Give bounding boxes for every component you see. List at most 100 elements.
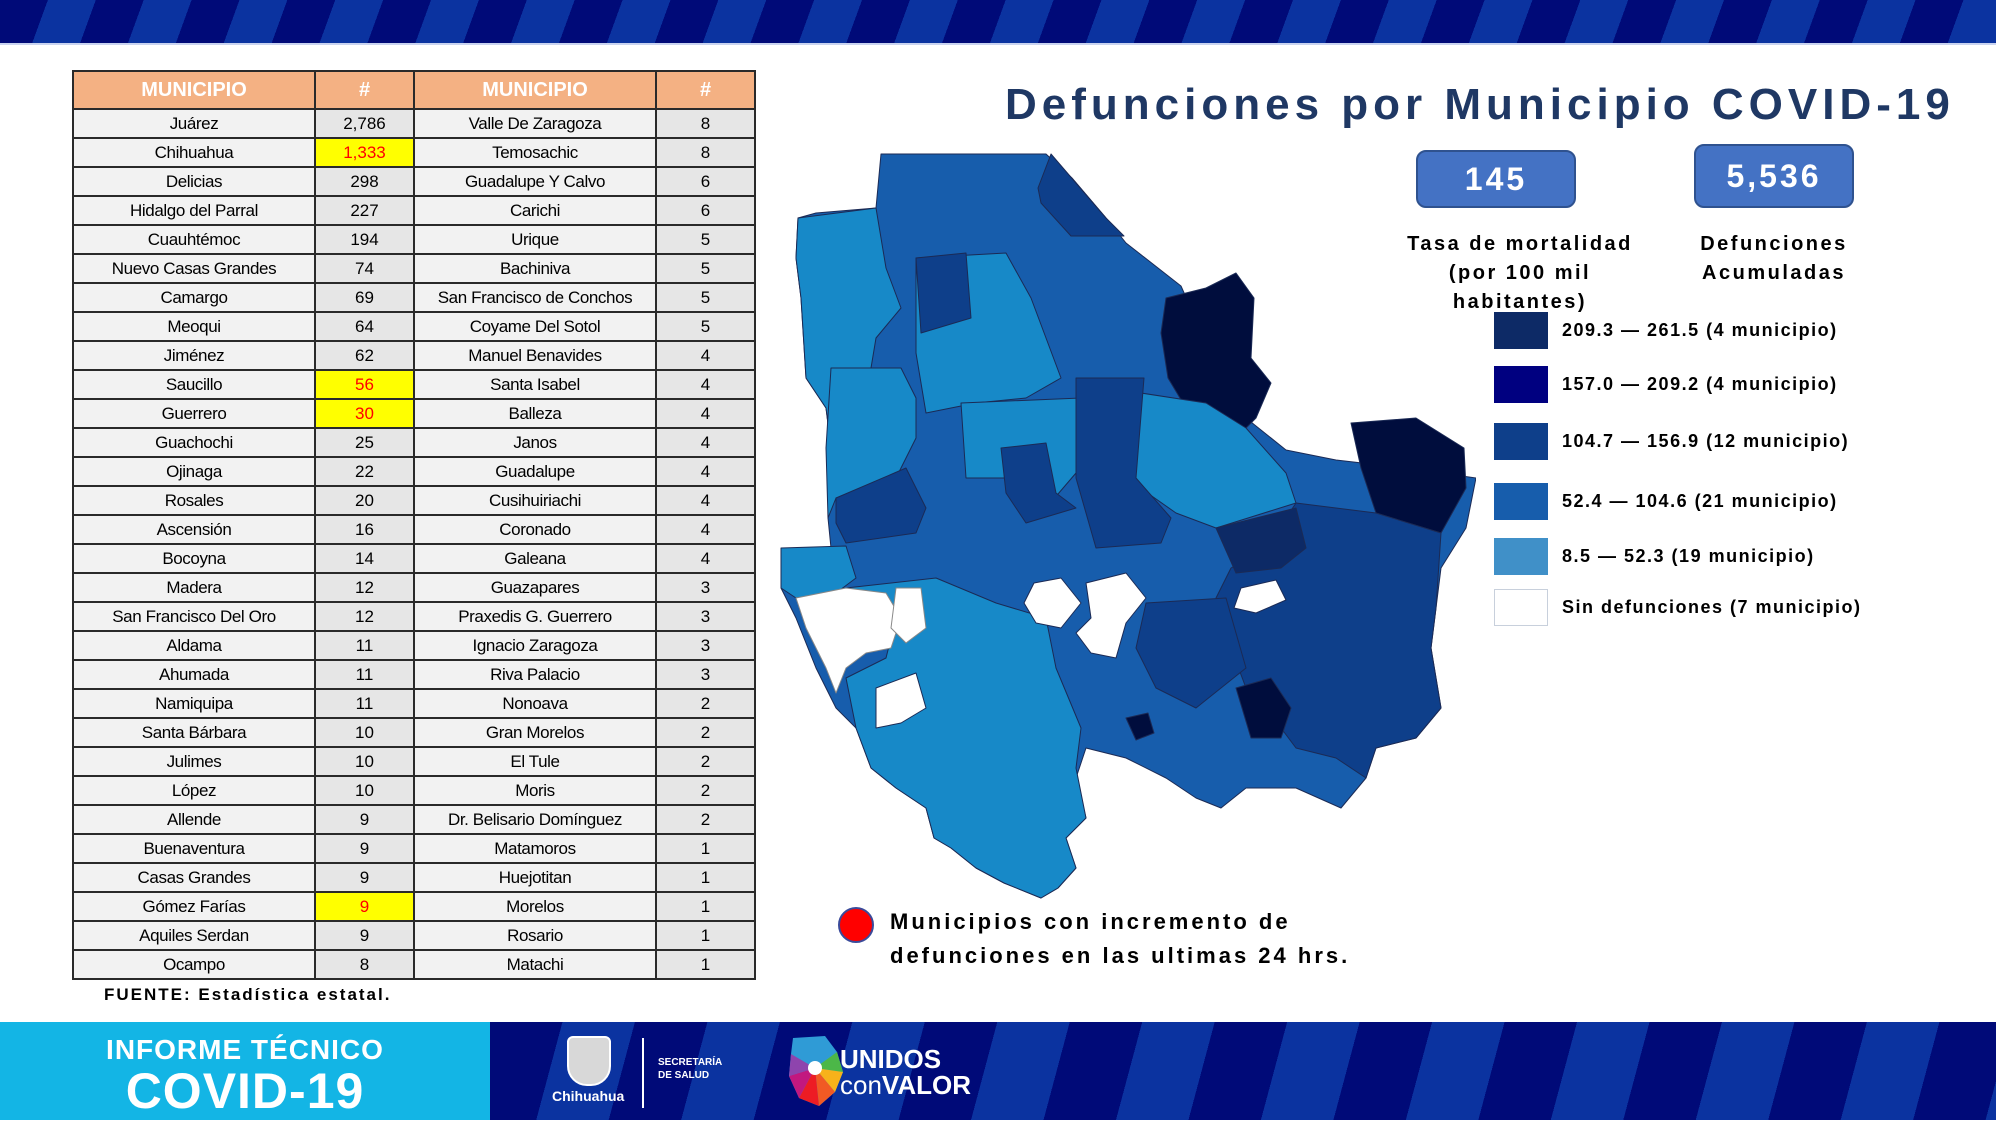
death-count-cell: 2 (655, 717, 756, 748)
municipio-name-cell: Julimes (72, 746, 316, 777)
municipio-name-cell: Santa Isabel (413, 369, 657, 400)
cumulative-deaths-box: 5,536 (1694, 144, 1854, 208)
municipio-name-cell: Bocoyna (72, 543, 316, 574)
death-count-cell: 2 (655, 688, 756, 719)
municipio-name-cell: Madera (72, 572, 316, 603)
state-seal-icon (567, 1036, 611, 1086)
death-count-cell: 8 (655, 108, 756, 139)
slogan-line1: UNIDOS (840, 1044, 942, 1074)
death-count-cell: 69 (314, 282, 415, 313)
header-municipio-1: MUNICIPIO (72, 70, 316, 110)
municipio-name-cell: Gran Morelos (413, 717, 657, 748)
table-row: Juárez 2,786 Valle De Zaragoza 8 (72, 108, 756, 139)
table-row: Camargo 69 San Francisco de Conchos 5 (72, 282, 756, 313)
death-count-cell: 2 (655, 746, 756, 777)
table-row: Aldama 11 Ignacio Zaragoza 3 (72, 630, 756, 661)
municipio-name-cell: Juárez (72, 108, 316, 139)
death-count-cell: 3 (655, 630, 756, 661)
municipio-name-cell: Matamoros (413, 833, 657, 864)
municipio-name-cell: Nonoava (413, 688, 657, 719)
death-count-cell: 1,333 (314, 137, 415, 168)
municipio-name-cell: Carichi (413, 195, 657, 226)
legend-swatch-1 (1494, 312, 1548, 349)
death-count-cell: 9 (314, 862, 415, 893)
municipio-name-cell: Rosales (72, 485, 316, 516)
table-row: Guerrero 30 Balleza 4 (72, 398, 756, 429)
death-count-cell: 4 (655, 543, 756, 574)
municipality-deaths-table: MUNICIPIO # MUNICIPIO # Juárez 2,786 Valle… (72, 70, 756, 980)
municipio-name-cell: Saucillo (72, 369, 316, 400)
table-row: Ahumada 11 Riva Palacio 3 (72, 659, 756, 690)
municipio-name-cell: Ahumada (72, 659, 316, 690)
table-row: Rosales 20 Cusihuiriachi 4 (72, 485, 756, 516)
death-count-cell: 194 (314, 224, 415, 255)
mortality-rate-label: Tasa de mortalidad (por 100 mil habitant… (1380, 230, 1660, 317)
death-count-cell: 16 (314, 514, 415, 545)
death-count-cell: 22 (314, 456, 415, 487)
table-row: Allende 9 Dr. Belisario Domínguez 2 (72, 804, 756, 835)
municipio-name-cell: Cuauhtémoc (72, 224, 316, 255)
death-count-cell: 5 (655, 253, 756, 284)
table-row: San Francisco Del Oro 12 Praxedis G. Guerr… (72, 601, 756, 632)
source-note: FUENTE: Estadística estatal. (104, 985, 392, 1004)
municipio-name-cell: Guadalupe (413, 456, 657, 487)
header-count-1: # (314, 70, 415, 110)
table-row: Casas Grandes 9 Huejotitan 1 (72, 862, 756, 893)
map-region-south-navy (1235, 677, 1292, 739)
death-count-cell: 6 (655, 195, 756, 226)
municipio-name-cell: Valle De Zaragoza (413, 108, 657, 139)
death-count-cell: 2,786 (314, 108, 415, 139)
municipio-name-cell: Santa Bárbara (72, 717, 316, 748)
mortality-rate-box: 145 (1416, 150, 1576, 208)
table-row: Ascensión 16 Coronado 4 (72, 514, 756, 545)
map-region-white-2 (890, 587, 927, 644)
secretaria-line2: DE SALUD (658, 1070, 710, 1081)
municipio-name-cell: Casas Grandes (72, 862, 316, 893)
legend-label-2: 157.0 — 209.2 (4 municipio) (1562, 374, 1838, 394)
map-region-south-navy-2 (1125, 712, 1155, 741)
page-title: Defunciones por Municipio COVID-19 (1005, 80, 1955, 129)
table-row: Julimes 10 El Tule 2 (72, 746, 756, 777)
death-count-cell: 9 (314, 891, 415, 922)
legend-label-5: 8.5 — 52.3 (19 municipio) (1562, 546, 1815, 566)
table-row: Namiquipa 11 Nonoava 2 (72, 688, 756, 719)
death-count-cell: 11 (314, 630, 415, 661)
map-region-east-navy (1160, 272, 1272, 439)
municipio-name-cell: López (72, 775, 316, 806)
death-count-cell: 9 (314, 920, 415, 951)
logo-divider (642, 1038, 644, 1108)
municipio-name-cell: Guerrero (72, 398, 316, 429)
slogan-con: con (840, 1070, 882, 1100)
municipio-name-cell: Namiquipa (72, 688, 316, 719)
map-region-white-1 (795, 587, 902, 694)
map-region-mid-dark-1 (1075, 377, 1172, 549)
map-region-north-dark (1037, 153, 1125, 237)
municipio-name-cell: Nuevo Casas Grandes (72, 253, 316, 284)
death-count-cell: 4 (655, 398, 756, 429)
table-row: Aquiles Serdan 9 Rosario 1 (72, 920, 756, 951)
table-row: Cuauhtémoc 194 Urique 5 (72, 224, 756, 255)
municipio-name-cell: Bachiniva (413, 253, 657, 284)
cumulative-deaths-label: Defunciones Acumuladas (1654, 230, 1894, 288)
death-count-cell: 9 (314, 833, 415, 864)
map-region-far-east-navy (1350, 417, 1467, 534)
cumulative-deaths-label-line2: Acumuladas (1702, 262, 1846, 284)
death-count-cell: 8 (655, 137, 756, 168)
map-region-sw-dark (835, 467, 927, 544)
municipio-name-cell: Chihuahua (72, 137, 316, 168)
legend-swatch-4 (1494, 483, 1548, 520)
increment-note-line1: Municipios con incremento de (890, 909, 1291, 934)
death-count-cell: 25 (314, 427, 415, 458)
municipio-name-cell: Gómez Farías (72, 891, 316, 922)
table-row: Gómez Farías 9 Morelos 1 (72, 891, 756, 922)
legend-swatch-3 (1494, 423, 1548, 460)
table-row: Delicias 298 Guadalupe Y Calvo 6 (72, 166, 756, 197)
table-row: Chihuahua 1,333 Temosachic 8 (72, 137, 756, 168)
death-count-cell: 5 (655, 311, 756, 342)
death-count-cell: 20 (314, 485, 415, 516)
municipio-name-cell: Aquiles Serdan (72, 920, 316, 951)
death-count-cell: 3 (655, 601, 756, 632)
death-count-cell: 4 (655, 427, 756, 458)
municipio-name-cell: Aldama (72, 630, 316, 661)
municipio-name-cell: Riva Palacio (413, 659, 657, 690)
